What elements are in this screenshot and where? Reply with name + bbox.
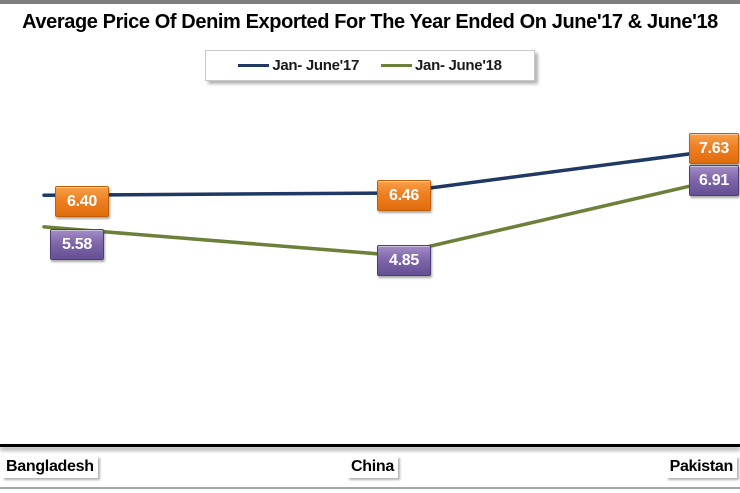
- chart-title: Average Price Of Denim Exported For The …: [22, 11, 718, 33]
- legend-box: Jan- June'17 Jan- June'18: [205, 50, 535, 81]
- legend-item-jan-june18: Jan- June'18: [381, 57, 502, 74]
- data-label-jan-june17-bangladesh: 6.40: [55, 186, 109, 217]
- data-label-jan-june18-bangladesh: 5.58: [50, 229, 104, 260]
- legend-label: Jan- June'17: [272, 57, 359, 74]
- x-axis-line: [0, 444, 740, 447]
- legend-line-swatch-jan-june17: [238, 64, 270, 67]
- bottom-divider-bar: [0, 487, 740, 489]
- legend-item-jan-june17: Jan- June'17: [238, 57, 359, 74]
- data-label-jan-june17-pakistan: 7.63: [689, 133, 739, 164]
- x-axis-label-china: China: [347, 456, 398, 478]
- data-label-jan-june17-china: 6.46: [377, 180, 431, 211]
- legend-line-swatch-jan-june18: [381, 64, 412, 67]
- legend-label: Jan- June'18: [415, 57, 502, 74]
- data-label-jan-june18-pakistan: 6.91: [689, 165, 739, 196]
- x-axis-label-bangladesh: Bangladesh: [2, 456, 98, 478]
- data-label-jan-june18-china: 4.85: [377, 245, 431, 276]
- x-axis-label-pakistan: Pakistan: [665, 456, 737, 478]
- top-divider-bar: [0, 0, 740, 4]
